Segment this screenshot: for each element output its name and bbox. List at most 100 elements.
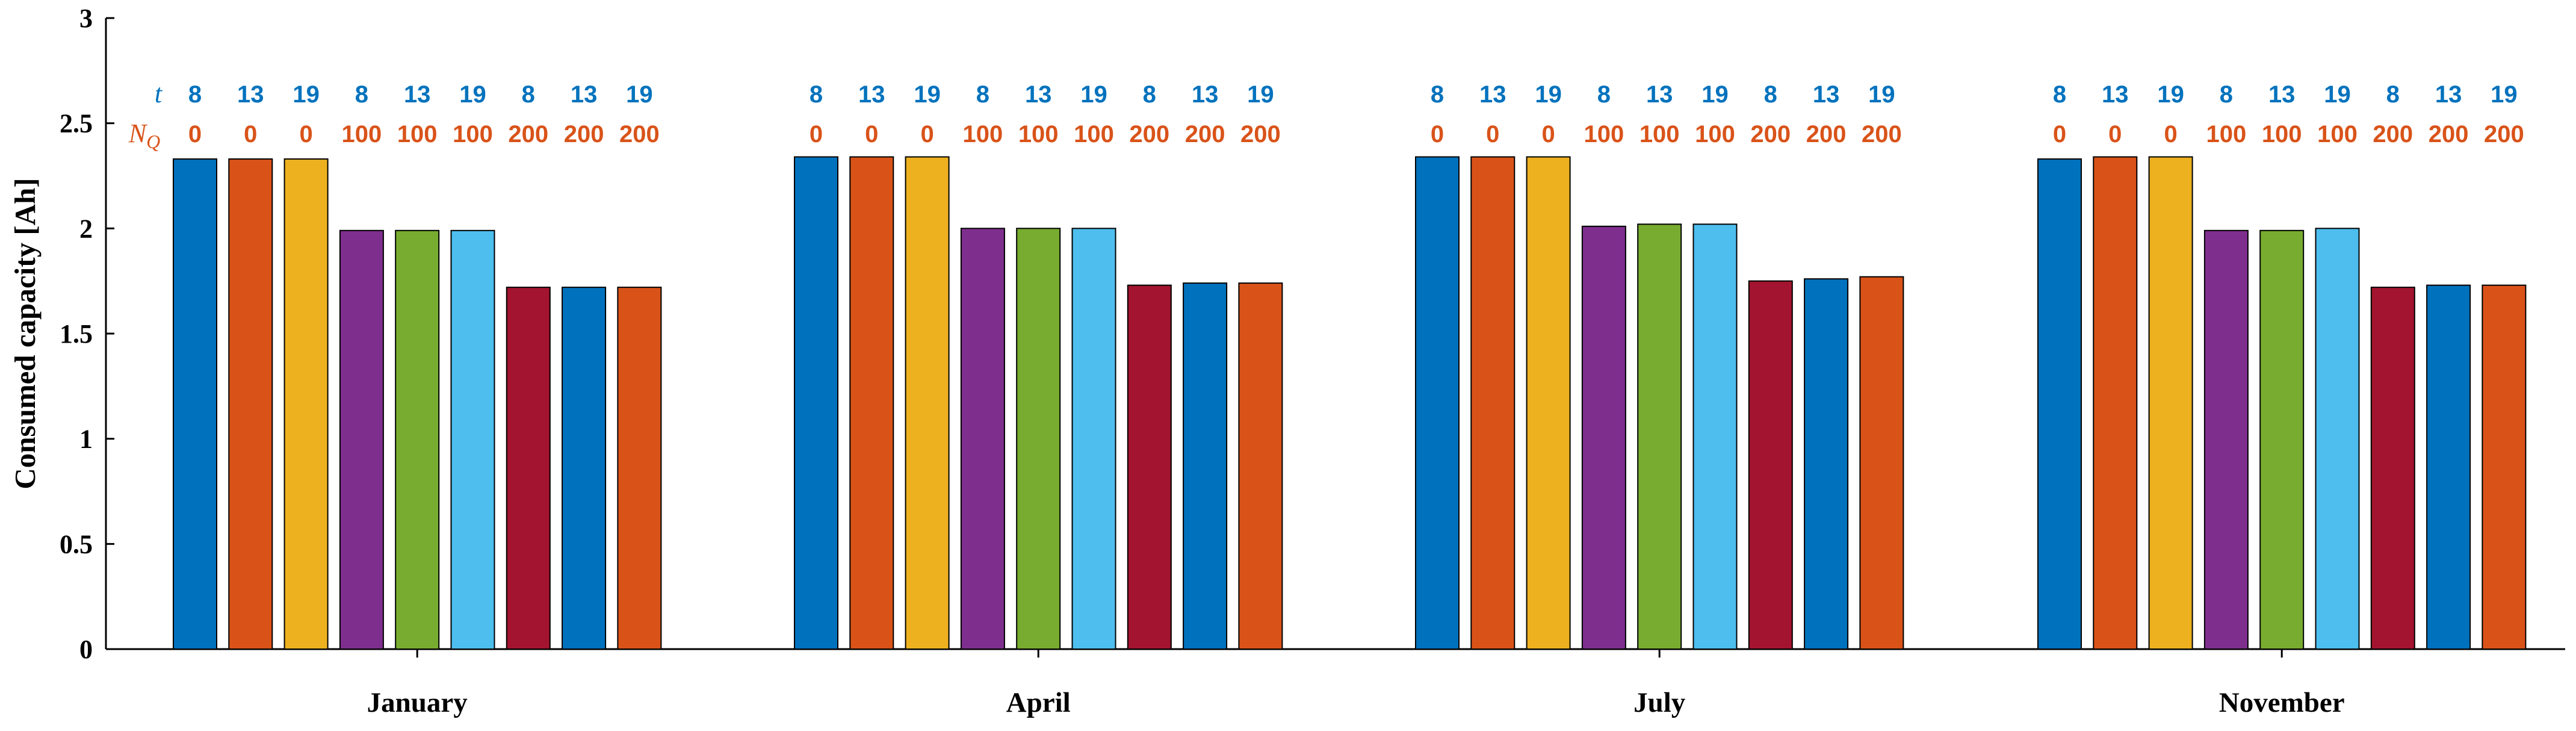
y-tick-label: 2.5 [60, 109, 93, 138]
bar-nq-label: 0 [299, 121, 312, 148]
bar [2203, 229, 2249, 650]
y-tick-label: 3 [79, 4, 93, 33]
bar-t-label: 19 [2491, 81, 2518, 108]
bar-nq-label: 100 [1695, 121, 1735, 148]
bar-t-label: 8 [2386, 81, 2400, 108]
bar-t-label: 19 [1080, 81, 1107, 108]
bar-t-label: 13 [237, 81, 264, 108]
bar-nq-label: 0 [2164, 121, 2177, 148]
bar-t-label: 19 [1247, 81, 1274, 108]
bar-nq-label: 100 [342, 121, 382, 148]
bar-t-label: 8 [355, 81, 368, 108]
bar-nq-label: 100 [1018, 121, 1059, 148]
bar-nq-label: 0 [188, 121, 202, 148]
bar-nq-label: 200 [1240, 121, 1281, 148]
bar-t-label: 13 [571, 81, 598, 108]
bar-nq-label: 100 [1584, 121, 1624, 148]
bar-nq-label: 200 [1185, 121, 1225, 148]
bar [173, 158, 217, 650]
bar [2259, 229, 2305, 650]
bar [562, 287, 607, 650]
bar-t-label: 13 [404, 81, 431, 108]
bar [1859, 276, 1904, 650]
bar-nq-label: 100 [963, 121, 1003, 148]
y-tick-label: 0.5 [60, 529, 93, 559]
bar [1071, 228, 1116, 650]
y-tick-label: 2 [79, 214, 93, 243]
bar-nq-label: 0 [810, 121, 823, 148]
bar-nq-label: 0 [1486, 121, 1499, 148]
bar-t-label: 19 [1701, 81, 1729, 108]
bar-annotations: 8 0 13 0 19 0 8 100 13 100 19 100 8 200 13 200 19 200 8 0 13… [188, 81, 2524, 148]
bar-nq-label: 0 [244, 121, 257, 148]
bar-nq-label: 0 [1431, 121, 1444, 148]
bar [506, 287, 551, 650]
bar-t-label: 13 [858, 81, 885, 108]
bar-t-label: 8 [1431, 81, 1444, 108]
bar [283, 158, 329, 650]
bar-t-label: 8 [976, 81, 989, 108]
bar [617, 287, 662, 650]
bar-nq-label: 200 [508, 121, 548, 148]
bar-t-label: 8 [2220, 81, 2233, 108]
bar [2370, 287, 2415, 650]
bar-nq-label: 200 [1750, 121, 1791, 148]
category-label: July [1633, 687, 1686, 718]
bar-nq-label: 0 [2053, 121, 2066, 148]
bar [1238, 282, 1283, 650]
bar-nq-label: 0 [1541, 121, 1555, 148]
bar [2093, 156, 2138, 650]
bar-nq-label: 200 [2373, 121, 2413, 148]
category-labels: January April July November [367, 649, 2345, 718]
bar-t-label: 13 [2268, 81, 2296, 108]
bar [1692, 223, 1738, 650]
bar [2315, 228, 2360, 650]
bar-nq-label: 100 [2317, 121, 2358, 148]
bar-nq-label: 200 [1129, 121, 1169, 148]
bar-t-label: 13 [1192, 81, 1219, 108]
y-tick-label: 1.5 [60, 319, 93, 349]
bar-nq-label: 100 [453, 121, 493, 148]
category-label: November [2219, 687, 2345, 718]
bar-t-label: 8 [1597, 81, 1611, 108]
bar [228, 158, 273, 650]
bar [2037, 158, 2082, 650]
bar-t-label: 8 [810, 81, 823, 108]
bar-nq-label: 200 [2429, 121, 2469, 148]
bar-t-label: 8 [188, 81, 202, 108]
bar-t-label: 8 [1764, 81, 1777, 108]
bar-t-label: 19 [2157, 81, 2184, 108]
bar-nq-label: 100 [2206, 121, 2247, 148]
bar-t-label: 8 [1143, 81, 1156, 108]
bar-nq-label: 200 [2484, 121, 2524, 148]
y-ticks: 0 0.5 1 1.5 2 2.5 3 [60, 4, 114, 664]
bar-nq-label: 200 [619, 121, 660, 148]
bar-nq-label: 200 [1862, 121, 1902, 148]
bar [450, 229, 495, 650]
bar [794, 156, 838, 650]
row-labels: t NQ [128, 79, 163, 152]
bar [395, 229, 440, 650]
nq-row-label-symbol: N [128, 119, 148, 148]
bar-t-label: 19 [1868, 81, 1895, 108]
bar [1637, 223, 1682, 650]
t-row-label: t [155, 79, 163, 108]
bar-t-label: 13 [1813, 81, 1840, 108]
bar [339, 229, 384, 650]
bar-t-label: 19 [459, 81, 486, 108]
bar [960, 228, 1005, 650]
bar-nq-label: 100 [397, 121, 438, 148]
y-axis-label: Consumed capacity [Ah] [8, 178, 42, 489]
bar-t-label: 13 [2435, 81, 2462, 108]
bar-t-label: 8 [2053, 81, 2066, 108]
bar-nq-label: 0 [920, 121, 933, 148]
bar-t-label: 19 [293, 81, 320, 108]
bar [1581, 225, 1626, 650]
bar-nq-label: 0 [2108, 121, 2122, 148]
bar [1127, 284, 1172, 650]
bar-t-label: 13 [1479, 81, 1506, 108]
bar-nq-label: 100 [1639, 121, 1680, 148]
category-label: April [1006, 687, 1071, 718]
bar [1804, 278, 1849, 650]
